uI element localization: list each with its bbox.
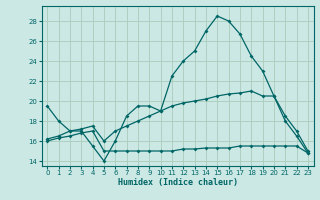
X-axis label: Humidex (Indice chaleur): Humidex (Indice chaleur) [118, 178, 237, 187]
